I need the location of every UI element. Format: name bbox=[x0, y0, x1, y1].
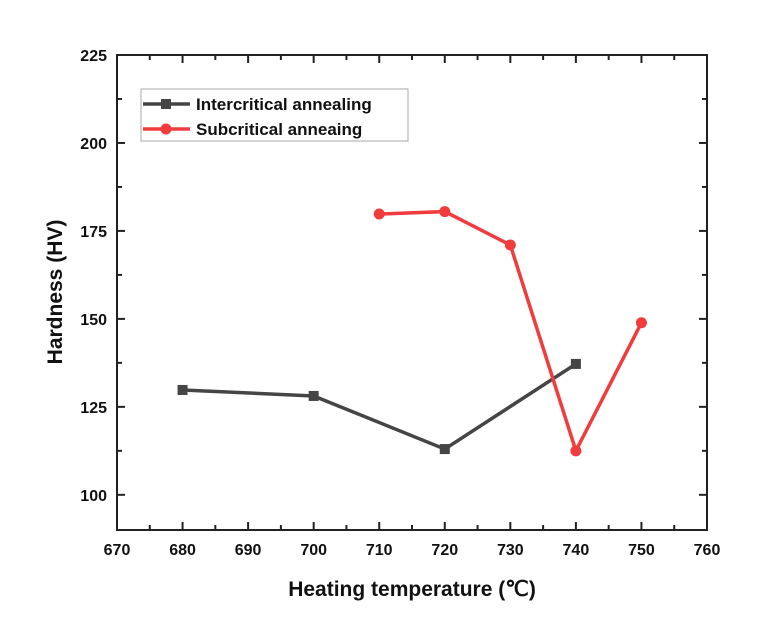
legend-label: Subcritical anneaing bbox=[196, 120, 362, 139]
data-point bbox=[439, 206, 451, 218]
data-point bbox=[177, 384, 188, 395]
legend-marker bbox=[160, 123, 172, 135]
data-point bbox=[570, 358, 581, 369]
x-tick-label: 710 bbox=[366, 542, 393, 559]
data-point bbox=[570, 445, 582, 457]
legend-marker bbox=[161, 99, 171, 109]
x-tick-label: 750 bbox=[628, 542, 655, 559]
x-tick-label: 700 bbox=[300, 542, 327, 559]
x-tick-label: 680 bbox=[169, 542, 196, 559]
x-axis-label: Heating temperature (℃) bbox=[288, 578, 536, 601]
y-axis-label: Hardness (HV) bbox=[44, 220, 67, 365]
x-tick-label: 740 bbox=[563, 542, 590, 559]
data-point bbox=[504, 239, 516, 251]
data-point bbox=[439, 444, 450, 455]
legend: Intercritical annealing Subcritical annea… bbox=[140, 88, 409, 142]
x-tick-label: 670 bbox=[104, 542, 131, 559]
y-tick-label: 100 bbox=[80, 488, 107, 505]
y-tick-label: 175 bbox=[80, 224, 107, 241]
y-tick-label: 150 bbox=[80, 312, 107, 329]
y-tick-label: 225 bbox=[80, 48, 107, 65]
legend-box bbox=[140, 88, 409, 142]
data-point bbox=[373, 208, 385, 220]
x-tick-label: 760 bbox=[694, 542, 721, 559]
x-tick-label: 690 bbox=[235, 542, 262, 559]
x-tick-label: 720 bbox=[431, 542, 458, 559]
data-point bbox=[308, 390, 319, 401]
y-tick-label: 200 bbox=[80, 136, 107, 153]
plot-frame bbox=[116, 54, 708, 531]
data-point bbox=[635, 317, 647, 329]
legend-label: Intercritical annealing bbox=[196, 95, 372, 114]
y-tick-label: 125 bbox=[80, 400, 107, 417]
series-line bbox=[182, 362, 577, 452]
x-tick-label: 730 bbox=[497, 542, 524, 559]
